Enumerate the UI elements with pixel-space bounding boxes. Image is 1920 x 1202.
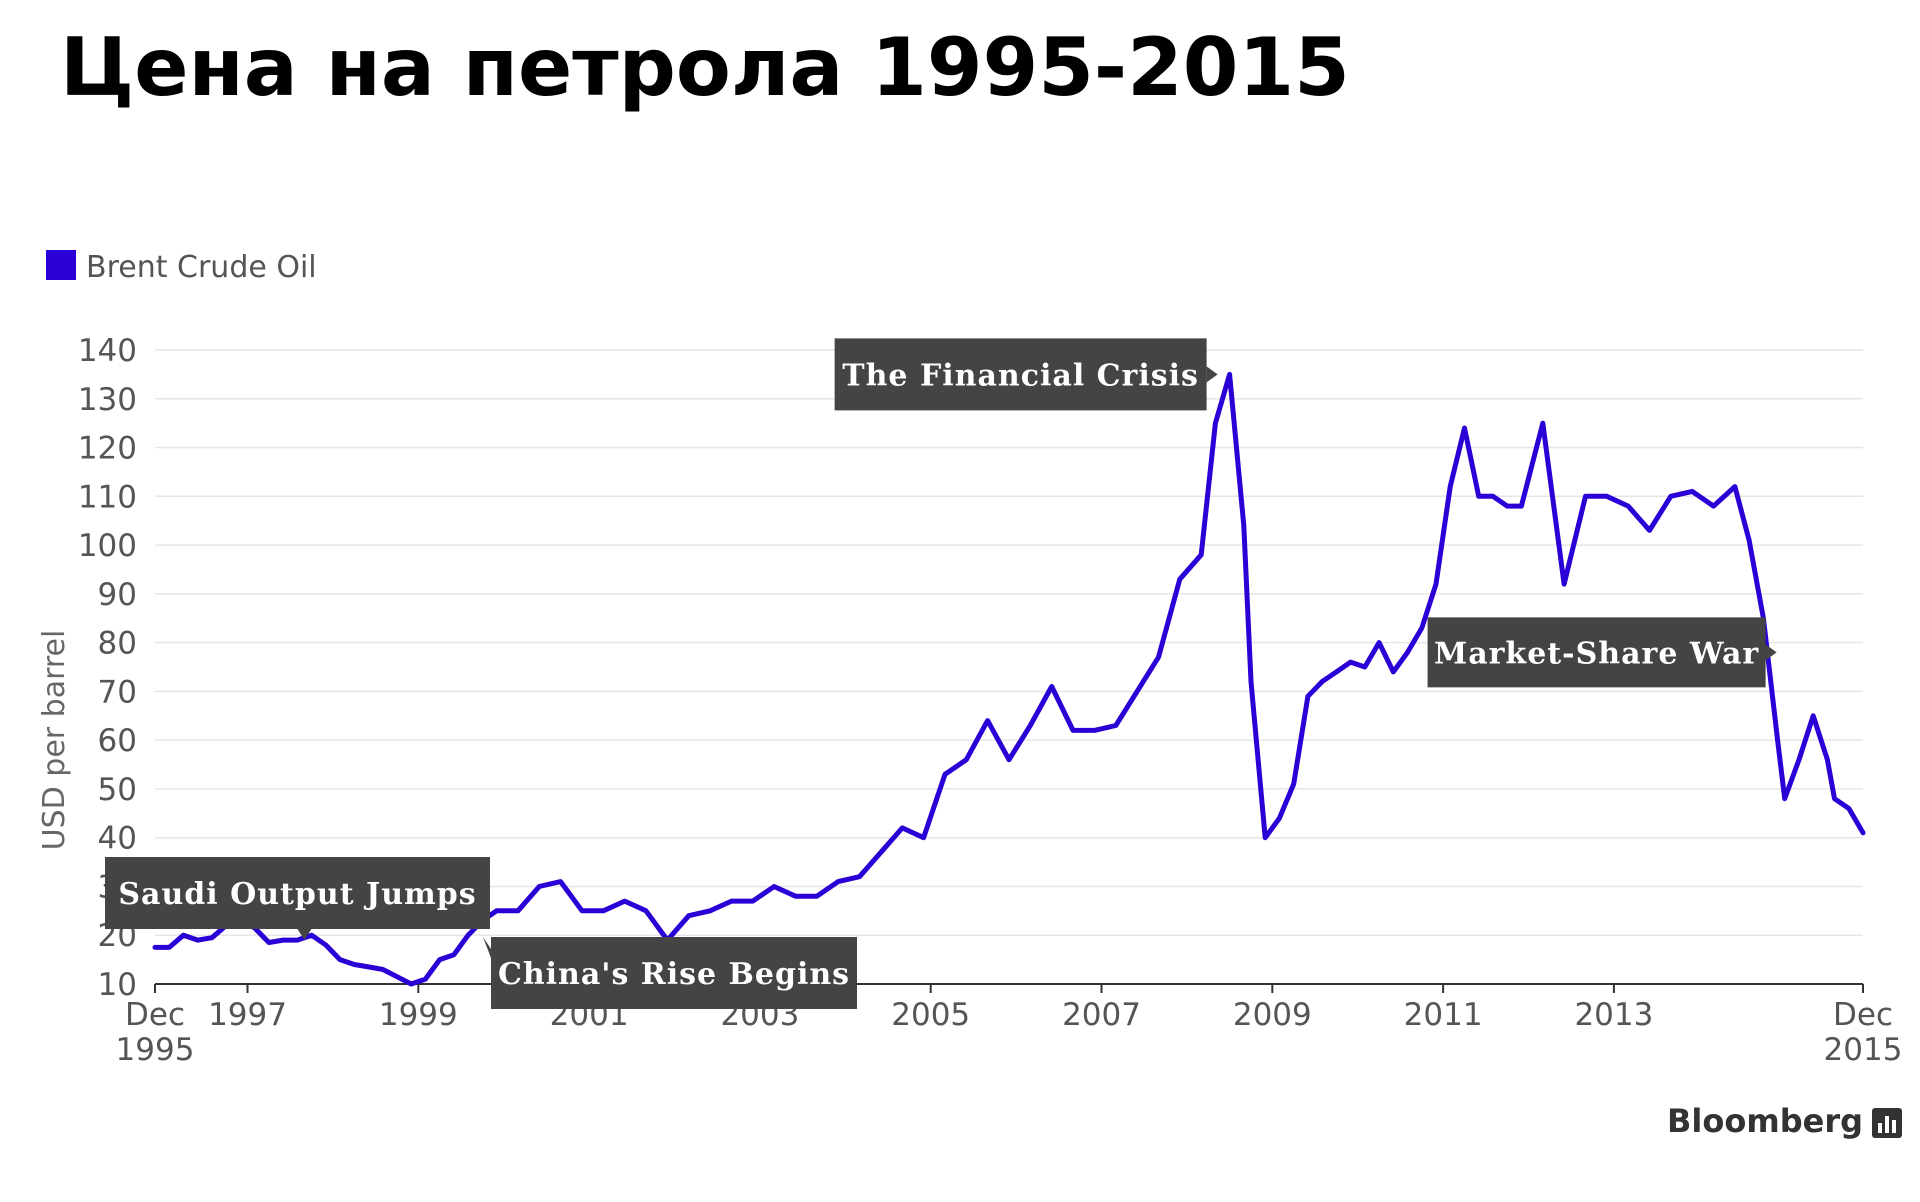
annotation-label: China's Rise Begins	[498, 957, 850, 992]
annotation-label: The Financial Crisis	[842, 358, 1199, 393]
x-tick-label: 1995	[116, 1032, 195, 1068]
y-tick-label: 40	[98, 821, 137, 857]
legend: Brent Crude Oil	[46, 250, 317, 285]
y-tick-label: 110	[78, 479, 137, 515]
annotation-pointer	[297, 929, 312, 940]
annotation-label: Saudi Output Jumps	[118, 877, 476, 912]
annotation-box	[834, 338, 1207, 411]
x-tick-label: 2005	[891, 997, 970, 1033]
annotation-box	[105, 857, 490, 929]
source-logo: Bloomberg	[1667, 1102, 1863, 1140]
x-tick-label: 1999	[379, 997, 458, 1033]
y-tick-label: 100	[78, 528, 137, 564]
legend-swatch	[46, 250, 76, 280]
annotation-box	[1427, 617, 1766, 688]
source-credit: Bloomberg	[1667, 1102, 1902, 1140]
x-tick-label: 2009	[1233, 997, 1312, 1033]
annotation-label: Market-Share War	[1434, 636, 1759, 671]
y-tick-label: 70	[98, 674, 137, 710]
annotation-pointer	[1206, 366, 1218, 383]
x-tick-label: Dec	[125, 997, 185, 1033]
x-tick-label: 2015	[1824, 1032, 1903, 1068]
legend-label: Brent Crude Oil	[86, 250, 317, 285]
grid-lines	[155, 349, 1863, 936]
page-title: Цена на петрола 1995-2015	[60, 21, 1350, 114]
x-tick-label: 2013	[1574, 997, 1653, 1033]
plot-area	[152, 371, 1866, 987]
series-line-brent	[152, 371, 1866, 987]
y-tick-label: 60	[98, 723, 137, 759]
annotation-pointer	[483, 937, 491, 958]
y-axis-label: USD per barrel	[37, 630, 72, 851]
x-tick-label: 1997	[208, 997, 287, 1033]
y-tick-label: 130	[78, 382, 137, 418]
y-tick-label: 120	[78, 431, 137, 467]
annotations: The Financial Crisis Market-Share War Saud…	[105, 338, 1777, 1009]
y-tick-label: 140	[78, 333, 137, 369]
annotation-pointer	[1765, 644, 1777, 661]
y-tick-label: 80	[98, 626, 137, 662]
bloomberg-chart-icon	[1872, 1108, 1902, 1138]
x-tick-label: 2011	[1404, 997, 1483, 1033]
x-tick-label: Dec	[1833, 997, 1893, 1033]
x-tick-label: 2007	[1062, 997, 1141, 1033]
y-tick-label: 10	[98, 967, 137, 1003]
y-tick-label: 50	[98, 772, 137, 808]
y-tick-label: 90	[98, 577, 137, 613]
annotation-box	[491, 937, 857, 1009]
